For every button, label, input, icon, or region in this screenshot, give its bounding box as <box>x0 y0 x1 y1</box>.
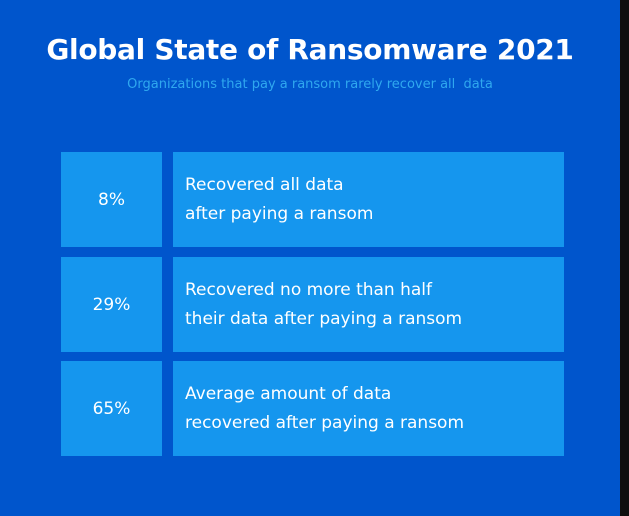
stat-description-line: Average amount of data <box>185 383 392 404</box>
stat-percentage: 8% <box>61 152 162 247</box>
stat-percentage: 65% <box>61 361 162 456</box>
page-title: Global State of Ransomware 2021 <box>46 33 574 66</box>
stat-description-line: recovered after paying a ransom <box>185 412 465 433</box>
stat-row: 29% Recovered no more than half their da… <box>61 257 564 352</box>
page-subtitle: Organizations that pay a ransom rarely r… <box>127 77 493 92</box>
stat-row: 65% Average amount of data recovered aft… <box>61 361 564 456</box>
stat-description-line: their data after paying a ransom <box>185 308 463 329</box>
stat-description-line: Recovered all data <box>185 174 344 195</box>
stat-description-line: Recovered no more than half <box>185 279 432 300</box>
stat-description: Average amount of data recovered after p… <box>173 361 564 456</box>
stat-description: Recovered no more than half their data a… <box>173 257 564 352</box>
stat-percentage: 29% <box>61 257 162 352</box>
stat-description-line: after paying a ransom <box>185 203 374 224</box>
stat-description: Recovered all data after paying a ransom <box>173 152 564 247</box>
stat-row: 8% Recovered all data after paying a ran… <box>61 152 564 247</box>
